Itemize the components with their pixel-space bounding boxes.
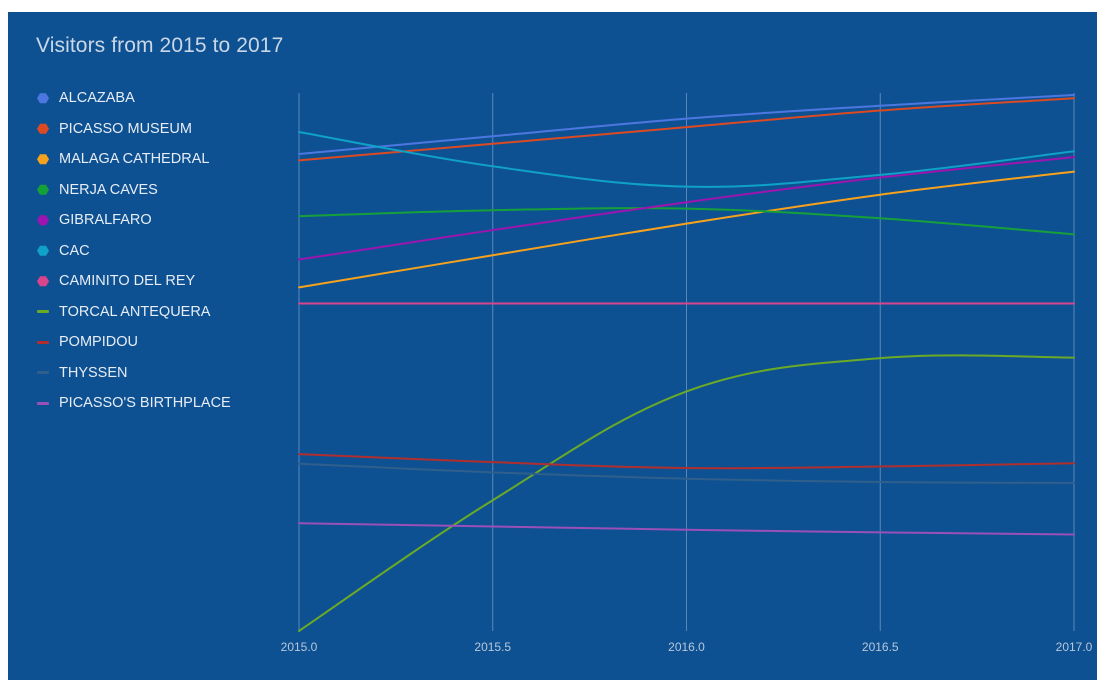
legend-label: CAMINITO DEL REY bbox=[59, 273, 196, 290]
legend-line-icon bbox=[37, 401, 49, 405]
x-tick-label: 2016.5 bbox=[862, 640, 899, 654]
chart-legend: ALCAZABA PICASSO MUSEUM MALAGA CATHEDRAL NE… bbox=[37, 83, 231, 419]
series-line-picasso-museum bbox=[298, 97, 1075, 162]
legend-line-icon bbox=[37, 310, 49, 314]
series-line-malaga-cathedral bbox=[298, 170, 1075, 289]
series-line-cac bbox=[298, 130, 1075, 188]
legend-item-thyssen[interactable]: THYSSEN bbox=[37, 358, 231, 389]
series-line-torcal-antequera bbox=[298, 354, 1075, 632]
legend-label: PICASSO MUSEUM bbox=[59, 120, 192, 137]
chart-title: Visitors from 2015 to 2017 bbox=[36, 34, 284, 57]
legend-label: ALCAZABA bbox=[59, 90, 135, 107]
legend-dot-icon bbox=[37, 276, 49, 287]
legend-dot-icon bbox=[37, 123, 49, 134]
legend-dot-icon bbox=[37, 154, 49, 165]
x-tick-label: 2015.5 bbox=[474, 640, 511, 654]
series-line-thyssen bbox=[298, 462, 1075, 485]
x-tick-label: 2016.0 bbox=[668, 640, 705, 654]
series-line-gibralfaro bbox=[298, 156, 1075, 261]
legend-item-picasso-museum[interactable]: PICASSO MUSEUM bbox=[37, 114, 231, 145]
legend-dot-icon bbox=[37, 184, 49, 195]
series-line-alcazaba bbox=[298, 94, 1075, 155]
legend-label: GIBRALFARO bbox=[59, 212, 152, 229]
legend-dot-icon bbox=[37, 215, 49, 226]
chart-panel bbox=[8, 12, 1097, 680]
series-line-pompidou bbox=[298, 453, 1075, 470]
legend-label: CAC bbox=[59, 242, 90, 259]
legend-dot-icon bbox=[37, 93, 49, 104]
legend-label: PICASSO'S BIRTHPLACE bbox=[59, 395, 231, 412]
x-tick-label: 2017.0 bbox=[1056, 640, 1093, 654]
legend-item-alcazaba[interactable]: ALCAZABA bbox=[37, 83, 231, 114]
legend-line-icon bbox=[37, 340, 49, 344]
legend-item-nerja-caves[interactable]: NERJA CAVES bbox=[37, 175, 231, 206]
legend-item-picasso-s-birthplace[interactable]: PICASSO'S BIRTHPLACE bbox=[37, 388, 231, 419]
legend-label: POMPIDOU bbox=[59, 334, 138, 351]
legend-item-pompidou[interactable]: POMPIDOU bbox=[37, 327, 231, 358]
legend-dot-icon bbox=[37, 245, 49, 256]
legend-item-malaga-cathedral[interactable]: MALAGA CATHEDRAL bbox=[37, 144, 231, 175]
x-tick-label: 2015.0 bbox=[281, 640, 318, 654]
legend-item-caminito-del-rey[interactable]: CAMINITO DEL REY bbox=[37, 266, 231, 297]
series-line-picasso-s-birthplace bbox=[298, 522, 1075, 536]
series-line-nerja-caves bbox=[298, 207, 1075, 236]
legend-item-torcal-antequera[interactable]: TORCAL ANTEQUERA bbox=[37, 297, 231, 328]
legend-label: NERJA CAVES bbox=[59, 181, 158, 198]
legend-line-icon bbox=[37, 371, 49, 375]
legend-item-gibralfaro[interactable]: GIBRALFARO bbox=[37, 205, 231, 236]
legend-item-cac[interactable]: CAC bbox=[37, 236, 231, 267]
legend-label: THYSSEN bbox=[59, 364, 128, 381]
legend-label: TORCAL ANTEQUERA bbox=[59, 303, 211, 320]
legend-label: MALAGA CATHEDRAL bbox=[59, 151, 210, 168]
